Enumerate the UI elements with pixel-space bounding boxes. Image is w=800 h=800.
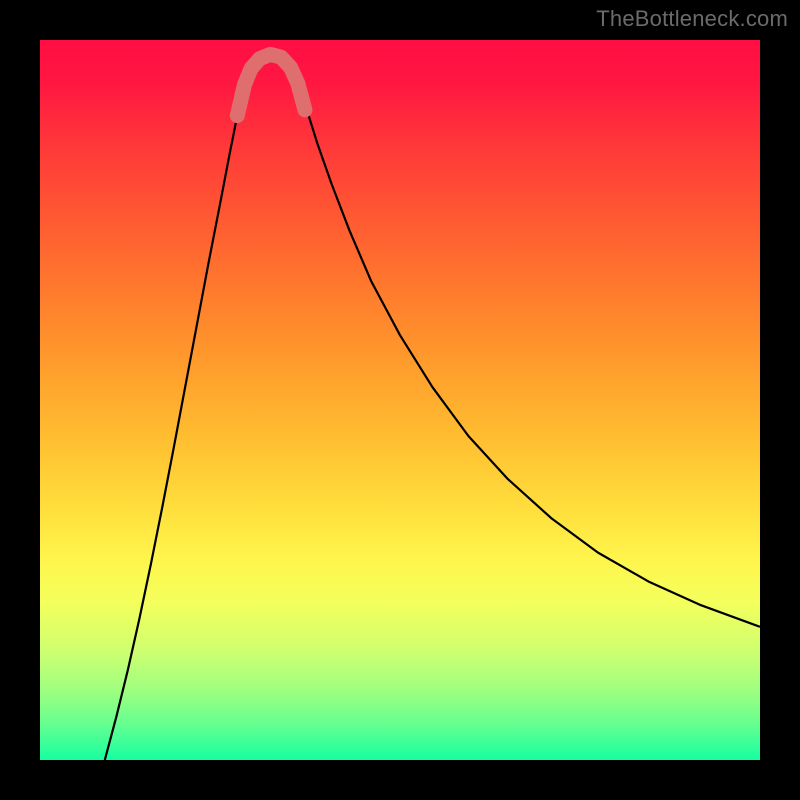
plot-area	[40, 40, 760, 760]
gradient-background	[40, 40, 760, 760]
watermark-text: TheBottleneck.com	[596, 6, 788, 32]
outer-frame: TheBottleneck.com	[0, 0, 800, 800]
bottleneck-chart	[40, 40, 760, 760]
